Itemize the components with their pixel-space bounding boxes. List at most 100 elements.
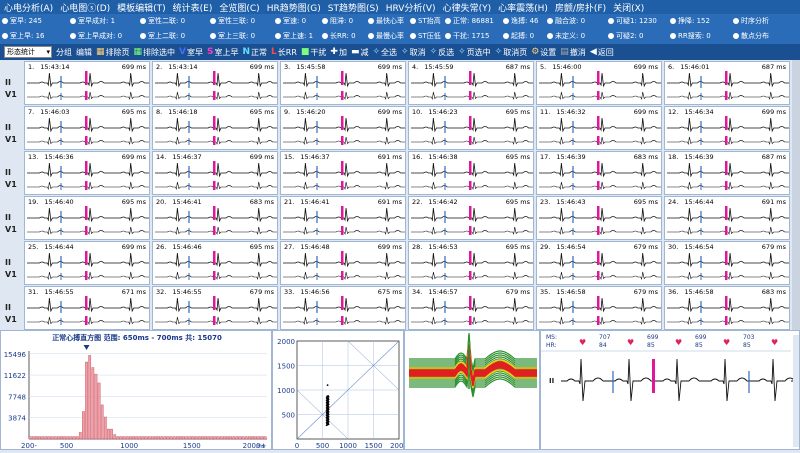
menu-item-3[interactable]: 模板编辑(T) — [117, 3, 166, 14]
radio-icon[interactable] — [503, 33, 509, 39]
menu-item-11[interactable]: 房颤/房扑(F) — [554, 3, 607, 14]
beat-cell[interactable]: 7. 15:46:03 695 ms — [24, 106, 150, 150]
radio-icon[interactable] — [410, 33, 416, 39]
menu-item-9[interactable]: 心律失常(Y) — [442, 3, 492, 14]
filter-option[interactable]: 室上二联: 0 — [140, 31, 185, 41]
toolbar-button-11[interactable]: ▬ 减 — [351, 47, 369, 58]
beat-cell[interactable]: 21. 15:46:41 691 ms — [280, 196, 406, 240]
beat-cell[interactable]: 16. 15:46:38 695 ms — [408, 151, 534, 195]
beat-cell[interactable]: 25. 15:46:44 699 ms — [24, 241, 150, 285]
radio-icon[interactable] — [368, 33, 374, 39]
beat-cell[interactable]: 23. 15:46:43 695 ms — [536, 196, 662, 240]
radio-icon[interactable] — [547, 18, 553, 24]
filter-option[interactable]: 未定义: 0 — [547, 31, 585, 41]
beat-cell[interactable]: 22. 15:46:42 695 ms — [408, 196, 534, 240]
beat-cell[interactable]: 24. 15:46:44 691 ms — [664, 196, 790, 240]
beat-cell[interactable]: 9. 15:46:20 699 ms — [280, 106, 406, 150]
filter-option[interactable]: 室上早: 16 — [2, 31, 45, 41]
beat-cell[interactable]: 6. 15:46:01 687 ms — [664, 61, 790, 105]
filter-option[interactable]: 起搏: 0 — [503, 31, 534, 41]
radio-icon[interactable] — [445, 18, 451, 24]
menu-item-1[interactable]: 心电分析(A) — [4, 3, 54, 14]
filter-option[interactable]: 时序分析 — [733, 16, 769, 26]
beat-cell[interactable]: 26. 15:46:46 695 ms — [152, 241, 278, 285]
radio-icon[interactable] — [210, 18, 216, 24]
filter-option[interactable]: 最慢心率 — [368, 31, 404, 41]
filter-option[interactable]: ST压低 — [410, 31, 441, 41]
radio-icon[interactable] — [322, 33, 328, 39]
toolbar-button-3[interactable]: ▦ 排除页 — [96, 47, 130, 58]
menu-item-5[interactable]: 全览图(C) — [219, 3, 260, 14]
beat-cell[interactable]: 15. 15:46:37 691 ms — [280, 151, 406, 195]
beat-cell[interactable]: 13. 15:46:36 699 ms — [24, 151, 150, 195]
filter-option[interactable]: 室性二联: 0 — [140, 16, 185, 26]
beat-cell[interactable]: 8. 15:46:18 695 ms — [152, 106, 278, 150]
radio-icon[interactable] — [547, 33, 553, 39]
radio-icon[interactable] — [140, 18, 146, 24]
filter-option[interactable]: 室上早成对: 0 — [70, 31, 122, 41]
radio-icon[interactable] — [670, 18, 676, 24]
radio-icon[interactable] — [70, 33, 76, 39]
radio-icon[interactable] — [368, 18, 374, 24]
filter-option[interactable]: 室性三联: 0 — [210, 16, 255, 26]
filter-option[interactable]: RR搜索: 0 — [670, 31, 711, 41]
radio-icon[interactable] — [503, 18, 509, 24]
filter-option[interactable]: 干扰: 1715 — [445, 31, 489, 41]
beat-cell[interactable]: 35. 15:46:58 679 ms — [536, 286, 662, 330]
beat-cell[interactable]: 32. 15:46:55 679 ms — [152, 286, 278, 330]
filter-option[interactable]: 可疑1: 1230 — [608, 16, 657, 26]
radio-icon[interactable] — [140, 33, 146, 39]
filter-option[interactable]: 室上速: 1 — [275, 31, 313, 41]
radio-icon[interactable] — [322, 18, 328, 24]
beat-cell[interactable]: 36. 15:46:58 683 ms — [664, 286, 790, 330]
radio-icon[interactable] — [275, 18, 281, 24]
toolbar-button-18[interactable]: ▤ 撤消 — [560, 47, 586, 58]
toolbar-button-5[interactable]: V 室早 — [179, 47, 203, 58]
menu-item-10[interactable]: 心率震荡(H) — [498, 3, 548, 14]
beat-cell[interactable]: 18. 15:46:39 687 ms — [664, 151, 790, 195]
filter-option[interactable]: ST抬高 — [410, 16, 441, 26]
beat-cell[interactable]: 12. 15:46:34 699 ms — [664, 106, 790, 150]
beat-cell[interactable]: 3. 15:45:58 699 ms — [280, 61, 406, 105]
radio-icon[interactable] — [70, 18, 76, 24]
menu-item-12[interactable]: 关闭(X) — [613, 3, 645, 14]
beat-cell[interactable]: 19. 15:46:40 695 ms — [24, 196, 150, 240]
menu-item-8[interactable]: HRV分析(V) — [385, 3, 436, 14]
menu-item-4[interactable]: 统计表(E) — [172, 3, 213, 14]
beat-cell[interactable]: 34. 15:46:57 679 ms — [408, 286, 534, 330]
filter-option[interactable]: 正常: 86881 — [445, 16, 494, 26]
filter-option[interactable]: 室速: 0 — [275, 16, 306, 26]
beat-cell[interactable]: 27. 15:46:48 699 ms — [280, 241, 406, 285]
beat-cell[interactable]: 33. 15:46:56 675 ms — [280, 286, 406, 330]
beat-cell[interactable]: 11. 15:46:32 699 ms — [536, 106, 662, 150]
beat-cell[interactable]: 20. 15:46:41 683 ms — [152, 196, 278, 240]
beat-cell[interactable]: 14. 15:46:37 699 ms — [152, 151, 278, 195]
radio-icon[interactable] — [733, 33, 739, 39]
toolbar-button-1[interactable]: 分组 — [56, 47, 72, 58]
radio-icon[interactable] — [445, 33, 451, 39]
menu-item-7[interactable]: ST趋势图(S) — [327, 3, 379, 14]
radio-icon[interactable] — [2, 18, 8, 24]
toolbar-button-2[interactable]: 编辑 — [76, 47, 92, 58]
radio-icon[interactable] — [2, 33, 8, 39]
toolbar-button-15[interactable]: ✧ 页选中 — [458, 47, 491, 58]
beat-cell[interactable]: 29. 15:46:54 679 ms — [536, 241, 662, 285]
toolbar-button-16[interactable]: ✧ 取消页 — [495, 47, 528, 58]
filter-option[interactable]: 散点分布 — [733, 31, 769, 41]
toolbar-button-17[interactable]: ⚙ 设置 — [531, 47, 556, 58]
radio-icon[interactable] — [608, 18, 614, 24]
filter-option[interactable]: 逸搏: 46 — [503, 16, 539, 26]
toolbar-button-10[interactable]: ✚ 加 — [330, 47, 347, 58]
menu-item-2[interactable]: 心电图ⓢ(D) — [60, 3, 111, 14]
radio-icon[interactable] — [275, 33, 281, 39]
beat-cell[interactable]: 30. 15:46:54 679 ms — [664, 241, 790, 285]
toolbar-button-13[interactable]: ✧ 取消 — [401, 47, 426, 58]
toolbar-button-4[interactable]: ▦ 排除选中 — [134, 47, 176, 58]
menu-item-6[interactable]: HR趋势图(G) — [266, 3, 321, 14]
toolbar-button-9[interactable]: ■ 干扰 — [301, 47, 327, 58]
radio-icon[interactable] — [670, 33, 676, 39]
view-select[interactable]: 形态统计 — [4, 46, 52, 58]
radio-icon[interactable] — [410, 18, 416, 24]
beat-cell[interactable]: 4. 15:45:59 687 ms — [408, 61, 534, 105]
filter-option[interactable]: 最快心率 — [368, 16, 404, 26]
